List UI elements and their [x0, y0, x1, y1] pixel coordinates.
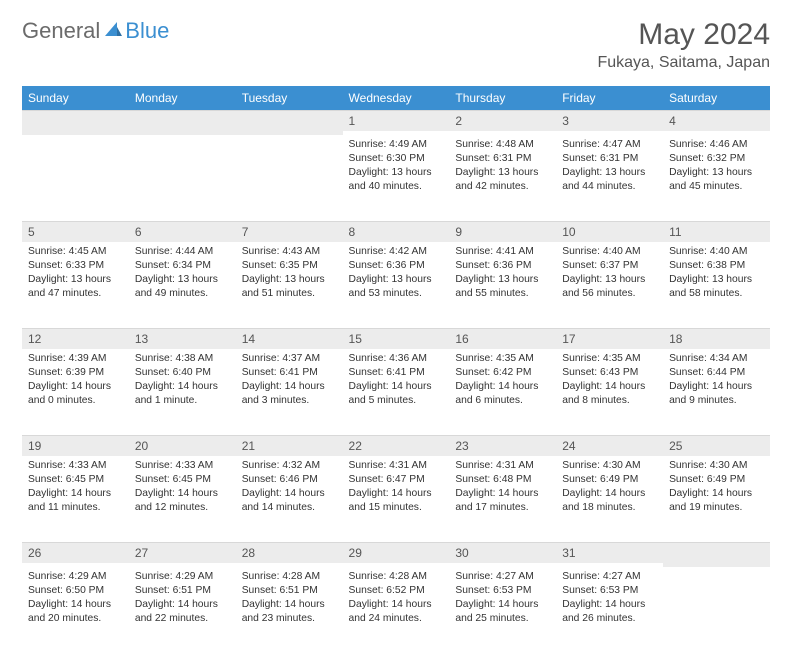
day-details: Sunrise: 4:46 AMSunset: 6:32 PMDaylight:… — [663, 135, 770, 202]
day-details: Sunrise: 4:40 AMSunset: 6:37 PMDaylight:… — [556, 242, 663, 309]
day-number: 31 — [556, 542, 663, 563]
weekday-header: Thursday — [449, 86, 556, 110]
day-details: Sunrise: 4:44 AMSunset: 6:34 PMDaylight:… — [129, 242, 236, 309]
day-details: Sunrise: 4:37 AMSunset: 6:41 PMDaylight:… — [236, 349, 343, 416]
day-details: Sunrise: 4:33 AMSunset: 6:45 PMDaylight:… — [22, 456, 129, 523]
weekday-header-row: Sunday Monday Tuesday Wednesday Thursday… — [22, 86, 770, 110]
day-number: 16 — [449, 328, 556, 349]
day-details: Sunrise: 4:31 AMSunset: 6:47 PMDaylight:… — [343, 456, 450, 523]
empty-day — [236, 135, 343, 146]
day-number: 20 — [129, 435, 236, 456]
day-details: Sunrise: 4:38 AMSunset: 6:40 PMDaylight:… — [129, 349, 236, 416]
day-number: 23 — [449, 435, 556, 456]
day-details: Sunrise: 4:29 AMSunset: 6:50 PMDaylight:… — [22, 567, 129, 634]
month-title: May 2024 — [597, 18, 770, 52]
weekday-header: Saturday — [663, 86, 770, 110]
empty-day-number — [129, 110, 236, 135]
day-number: 27 — [129, 542, 236, 563]
day-number: 21 — [236, 435, 343, 456]
day-details: Sunrise: 4:29 AMSunset: 6:51 PMDaylight:… — [129, 567, 236, 634]
day-details: Sunrise: 4:30 AMSunset: 6:49 PMDaylight:… — [556, 456, 663, 523]
day-number: 18 — [663, 328, 770, 349]
logo: General Blue — [22, 18, 169, 44]
empty-day — [663, 567, 770, 578]
day-body-row: Sunrise: 4:45 AMSunset: 6:33 PMDaylight:… — [22, 242, 770, 328]
day-number: 15 — [343, 328, 450, 349]
empty-day-number — [22, 110, 129, 135]
empty-day — [129, 135, 236, 146]
day-details: Sunrise: 4:45 AMSunset: 6:33 PMDaylight:… — [22, 242, 129, 309]
day-number: 30 — [449, 542, 556, 563]
logo-text-blue: Blue — [125, 18, 169, 44]
day-number: 5 — [22, 221, 129, 242]
day-details: Sunrise: 4:32 AMSunset: 6:46 PMDaylight:… — [236, 456, 343, 523]
day-details: Sunrise: 4:35 AMSunset: 6:42 PMDaylight:… — [449, 349, 556, 416]
day-body-row: Sunrise: 4:33 AMSunset: 6:45 PMDaylight:… — [22, 456, 770, 542]
day-details: Sunrise: 4:36 AMSunset: 6:41 PMDaylight:… — [343, 349, 450, 416]
weekday-header: Wednesday — [343, 86, 450, 110]
day-details: Sunrise: 4:33 AMSunset: 6:45 PMDaylight:… — [129, 456, 236, 523]
day-number: 1 — [343, 110, 450, 131]
day-number: 3 — [556, 110, 663, 131]
day-details: Sunrise: 4:35 AMSunset: 6:43 PMDaylight:… — [556, 349, 663, 416]
day-number: 12 — [22, 328, 129, 349]
logo-sail-icon — [103, 18, 123, 44]
logo-text-general: General — [22, 18, 100, 44]
day-number: 19 — [22, 435, 129, 456]
day-number-row: 262728293031 — [22, 542, 770, 567]
empty-day — [22, 135, 129, 146]
page-header: General Blue May 2024 Fukaya, Saitama, J… — [22, 18, 770, 72]
day-number-row: 19202122232425 — [22, 435, 770, 456]
day-details: Sunrise: 4:42 AMSunset: 6:36 PMDaylight:… — [343, 242, 450, 309]
day-details: Sunrise: 4:49 AMSunset: 6:30 PMDaylight:… — [343, 135, 450, 202]
day-number: 4 — [663, 110, 770, 131]
day-details: Sunrise: 4:40 AMSunset: 6:38 PMDaylight:… — [663, 242, 770, 309]
title-block: May 2024 Fukaya, Saitama, Japan — [597, 18, 770, 72]
empty-day-number — [663, 542, 770, 567]
calendar-table: Sunday Monday Tuesday Wednesday Thursday… — [22, 86, 770, 653]
day-number: 25 — [663, 435, 770, 456]
day-details: Sunrise: 4:27 AMSunset: 6:53 PMDaylight:… — [556, 567, 663, 634]
empty-day-number — [236, 110, 343, 135]
day-number: 24 — [556, 435, 663, 456]
day-details: Sunrise: 4:47 AMSunset: 6:31 PMDaylight:… — [556, 135, 663, 202]
weekday-header: Sunday — [22, 86, 129, 110]
day-number: 8 — [343, 221, 450, 242]
day-number-row: 567891011 — [22, 221, 770, 242]
day-details: Sunrise: 4:39 AMSunset: 6:39 PMDaylight:… — [22, 349, 129, 416]
day-number: 2 — [449, 110, 556, 131]
day-number: 10 — [556, 221, 663, 242]
day-details: Sunrise: 4:30 AMSunset: 6:49 PMDaylight:… — [663, 456, 770, 523]
day-number: 11 — [663, 221, 770, 242]
day-body-row: Sunrise: 4:29 AMSunset: 6:50 PMDaylight:… — [22, 567, 770, 653]
weekday-header: Friday — [556, 86, 663, 110]
day-number: 26 — [22, 542, 129, 563]
location: Fukaya, Saitama, Japan — [597, 54, 770, 72]
day-number-row: 12131415161718 — [22, 328, 770, 349]
calendar-body: 1234Sunrise: 4:49 AMSunset: 6:30 PMDayli… — [22, 110, 770, 653]
day-number: 13 — [129, 328, 236, 349]
weekday-header: Monday — [129, 86, 236, 110]
day-details: Sunrise: 4:28 AMSunset: 6:52 PMDaylight:… — [343, 567, 450, 634]
day-number: 7 — [236, 221, 343, 242]
day-number: 6 — [129, 221, 236, 242]
day-number: 29 — [343, 542, 450, 563]
day-number: 28 — [236, 542, 343, 563]
day-details: Sunrise: 4:43 AMSunset: 6:35 PMDaylight:… — [236, 242, 343, 309]
day-details: Sunrise: 4:28 AMSunset: 6:51 PMDaylight:… — [236, 567, 343, 634]
weekday-header: Tuesday — [236, 86, 343, 110]
day-number: 22 — [343, 435, 450, 456]
day-details: Sunrise: 4:27 AMSunset: 6:53 PMDaylight:… — [449, 567, 556, 634]
day-body-row: Sunrise: 4:49 AMSunset: 6:30 PMDaylight:… — [22, 135, 770, 221]
day-details: Sunrise: 4:34 AMSunset: 6:44 PMDaylight:… — [663, 349, 770, 416]
day-number-row: 1234 — [22, 110, 770, 135]
day-details: Sunrise: 4:41 AMSunset: 6:36 PMDaylight:… — [449, 242, 556, 309]
day-number: 17 — [556, 328, 663, 349]
day-details: Sunrise: 4:31 AMSunset: 6:48 PMDaylight:… — [449, 456, 556, 523]
day-details: Sunrise: 4:48 AMSunset: 6:31 PMDaylight:… — [449, 135, 556, 202]
day-number: 14 — [236, 328, 343, 349]
day-body-row: Sunrise: 4:39 AMSunset: 6:39 PMDaylight:… — [22, 349, 770, 435]
day-number: 9 — [449, 221, 556, 242]
